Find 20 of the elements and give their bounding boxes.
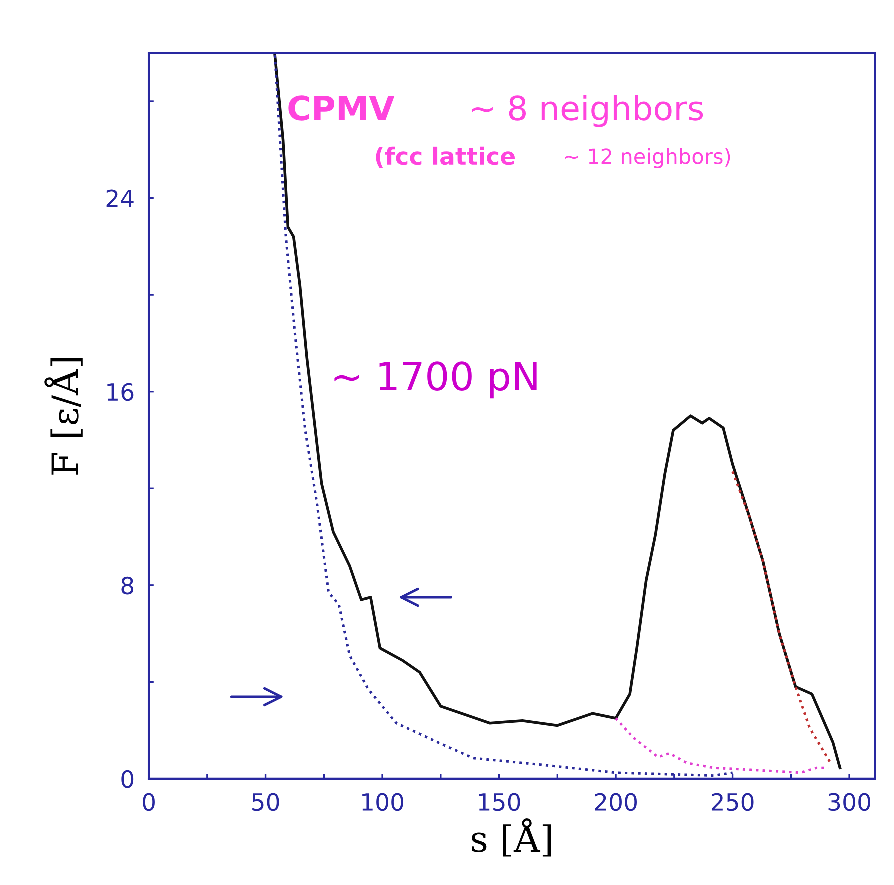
y-tick-label: 8 bbox=[122, 576, 134, 595]
x-tick-label: 100 bbox=[362, 793, 404, 812]
x-tick-label: 0 bbox=[143, 793, 155, 812]
annotation: CPMV bbox=[288, 96, 395, 121]
y-tick-label: 24 bbox=[106, 190, 134, 208]
annotation: (fcc lattice bbox=[376, 146, 515, 168]
x-tick-label: 150 bbox=[479, 793, 520, 812]
annotation: ~ 8 neighbors bbox=[472, 95, 704, 128]
annotation: ~ 1700 pN bbox=[334, 362, 537, 399]
x-axis-title: s [Å] bbox=[472, 818, 552, 857]
y-tick-label: 0 bbox=[122, 770, 134, 788]
x-tick-label: 50 bbox=[252, 793, 280, 812]
line-series bbox=[732, 470, 832, 764]
x-tick-label: 300 bbox=[828, 793, 871, 812]
x-tick-label: 200 bbox=[595, 793, 637, 812]
x-tick-label: 250 bbox=[712, 793, 754, 812]
line-series bbox=[274, 54, 842, 770]
y-axis-title: F [ε/Å] bbox=[44, 358, 83, 475]
y-tick-label: 16 bbox=[108, 383, 134, 402]
annotation: ~ 12 neighbors) bbox=[565, 148, 730, 168]
